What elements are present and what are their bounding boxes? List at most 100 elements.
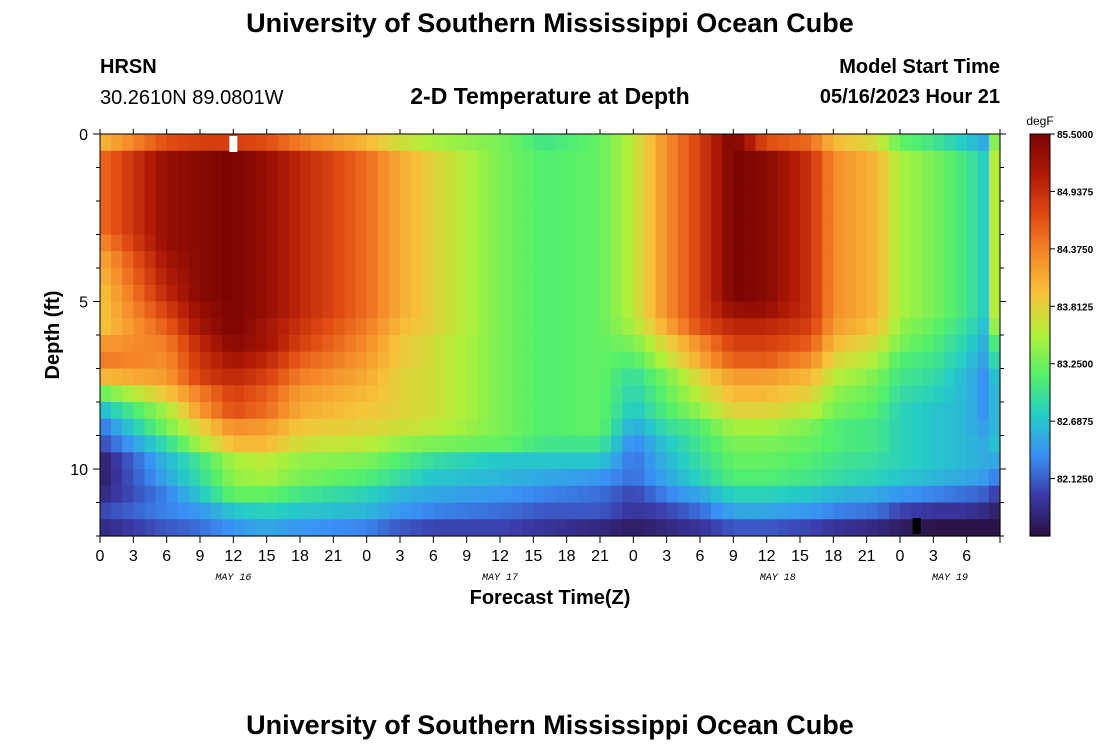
heatmap-cell	[277, 452, 290, 470]
heatmap-cell	[933, 201, 946, 219]
colorbar-swatch	[1030, 299, 1050, 303]
heatmap-cell	[933, 234, 946, 252]
heatmap-cell	[244, 485, 257, 504]
heatmap-cell	[355, 368, 368, 386]
heatmap-cell	[877, 502, 890, 520]
heatmap-cell	[244, 301, 257, 319]
heatmap-cell	[166, 368, 179, 386]
heatmap-cell	[466, 452, 479, 470]
heatmap-cell	[355, 284, 368, 303]
heatmap-cell	[933, 435, 946, 453]
heatmap-cell	[366, 502, 379, 520]
heatmap-cell	[200, 502, 212, 520]
colorbar-swatch	[1030, 211, 1050, 215]
footer-title: University of Southern Mississippi Ocean…	[246, 710, 854, 740]
heatmap-cell	[855, 284, 868, 303]
heatmap-cell	[322, 435, 334, 453]
heatmap-cell	[377, 435, 390, 453]
heatmap-cell	[444, 485, 457, 504]
heatmap-cell	[544, 251, 557, 269]
heatmap-cell	[388, 452, 401, 470]
heatmap-cell	[933, 134, 946, 152]
heatmap-cell	[844, 368, 857, 386]
heatmap-cell	[555, 519, 568, 537]
x-tick-label: 3	[662, 548, 671, 565]
heatmap-cell	[611, 485, 623, 504]
heatmap-cell	[900, 351, 912, 370]
heatmap-cell	[755, 335, 768, 353]
heatmap-cell	[477, 301, 490, 319]
heatmap-cell	[855, 234, 868, 252]
heatmap-cell	[922, 351, 934, 370]
heatmap-cell	[955, 418, 968, 437]
heatmap-cell	[155, 368, 168, 386]
heatmap-cell	[122, 435, 134, 453]
heatmap-cell	[655, 217, 668, 236]
heatmap-cell	[988, 134, 1001, 152]
heatmap-cell	[555, 268, 568, 286]
heatmap-cell	[155, 301, 168, 319]
heatmap-cell	[766, 301, 779, 319]
heatmap-cell	[155, 251, 168, 269]
heatmap-cell	[500, 368, 512, 386]
heatmap-cell	[988, 217, 1001, 236]
heatmap-cell	[244, 335, 257, 353]
heatmap-cell	[533, 234, 546, 252]
heatmap-cell	[333, 251, 346, 269]
heatmap-cell	[744, 134, 757, 152]
heatmap-cell	[788, 402, 801, 420]
heatmap-cell	[800, 234, 812, 252]
heatmap-cell	[900, 134, 912, 152]
heatmap-cell	[222, 301, 234, 319]
heatmap-cell	[944, 184, 957, 202]
heatmap-cell	[355, 217, 368, 236]
heatmap-cell	[555, 150, 568, 169]
colorbar-label: 82.1250	[1057, 475, 1094, 486]
heatmap-cell	[155, 268, 168, 286]
heatmap-cell	[477, 251, 490, 269]
heatmap-cell	[611, 150, 623, 169]
heatmap-cell	[211, 201, 223, 219]
heatmap-cell	[644, 284, 657, 303]
heatmap-cell	[533, 452, 546, 470]
heatmap-cell	[722, 368, 734, 386]
heatmap-cell	[477, 351, 490, 370]
heatmap-cell	[400, 418, 412, 437]
heatmap-cell	[266, 519, 279, 537]
x-tick-label: 6	[162, 548, 171, 565]
colorbar-swatch	[1030, 219, 1050, 223]
heatmap-cell	[300, 234, 312, 252]
heatmap-cell	[622, 435, 634, 453]
colorbar-unit: degF	[1026, 114, 1053, 128]
heatmap-cell	[466, 351, 479, 370]
heatmap-cell	[644, 134, 657, 152]
heatmap-cell	[122, 519, 134, 537]
heatmap-cell	[811, 368, 823, 386]
heatmap-cell	[600, 217, 612, 236]
heatmap-cell	[800, 201, 812, 219]
heatmap-cell	[111, 150, 123, 169]
heatmap-cell	[744, 234, 757, 252]
heatmap-cell	[611, 167, 623, 185]
colorbar-swatch	[1030, 199, 1050, 203]
heatmap-cell	[122, 251, 134, 269]
colorbar-swatch	[1030, 438, 1050, 442]
heatmap-cell	[255, 251, 268, 269]
heatmap-cell	[133, 184, 146, 202]
heatmap-cell	[211, 385, 223, 403]
heatmap-cell	[966, 335, 979, 353]
heatmap-cell	[811, 301, 823, 319]
heatmap-cell	[788, 251, 801, 269]
heatmap-cell	[266, 184, 279, 202]
heatmap-cell	[833, 452, 846, 470]
heatmap-cell	[544, 167, 557, 185]
heatmap-cell	[222, 184, 234, 202]
heatmap-cell	[288, 251, 301, 269]
heatmap-cell	[633, 167, 646, 185]
heatmap-cell	[500, 184, 512, 202]
heatmap-cell	[255, 134, 268, 152]
heatmap-cell	[277, 301, 290, 319]
heatmap-cell	[511, 485, 523, 504]
heatmap-cell	[488, 452, 501, 470]
heatmap-cell	[166, 184, 179, 202]
